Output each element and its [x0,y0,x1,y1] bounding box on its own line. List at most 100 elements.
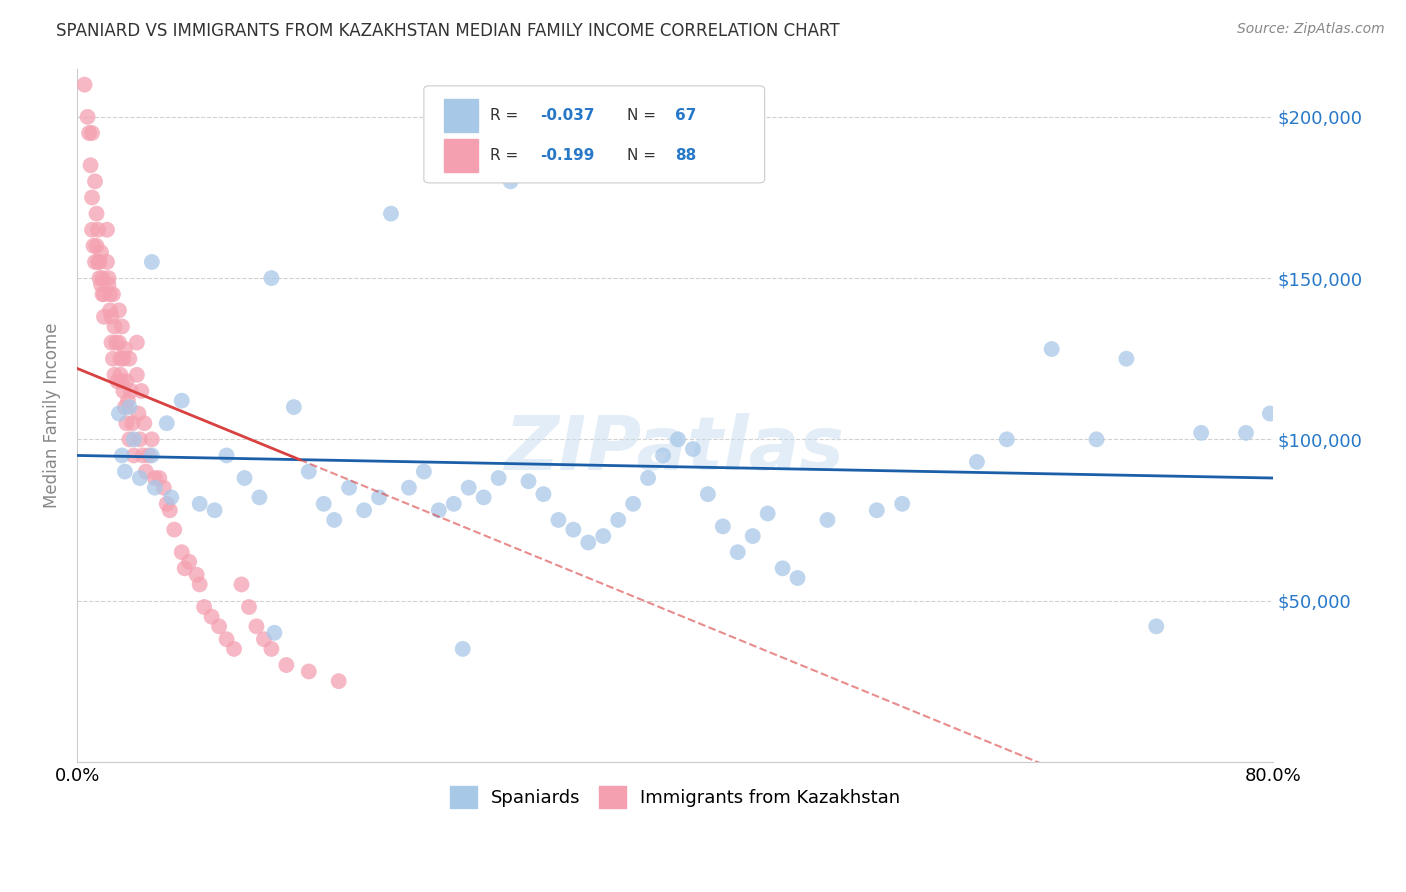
Point [98,287,121,301]
Point [201,609,224,624]
Point [143,481,166,495]
Point [741,529,763,543]
Point [89,271,111,285]
Point [533,487,555,501]
Point [245,619,267,633]
Point [91,271,114,285]
Point [111,319,134,334]
Point [231,577,253,591]
Point [135,465,157,479]
Point [79,158,101,172]
Point [621,497,644,511]
Point [238,599,260,614]
Point [127,407,149,421]
Y-axis label: Median Family Income: Median Family Income [44,322,60,508]
Point [1085,433,1108,447]
Point [188,497,211,511]
Point [443,497,465,511]
Text: N =: N = [627,148,661,162]
Point [115,416,138,430]
Point [93,287,115,301]
Point [141,255,163,269]
Point [204,503,226,517]
Point [312,497,335,511]
Text: 88: 88 [675,148,696,162]
Point [122,449,145,463]
Point [100,335,122,350]
Text: -0.037: -0.037 [540,108,595,123]
Point [103,319,125,334]
Legend: Spaniards, Immigrants from Kazakhstan: Spaniards, Immigrants from Kazakhstan [443,779,908,815]
Point [380,206,402,220]
Point [128,433,150,447]
Point [107,374,129,388]
Point [86,206,108,220]
Point [298,465,321,479]
Point [817,513,839,527]
Point [122,433,145,447]
Point [547,513,569,527]
Point [472,491,495,505]
Point [143,471,166,485]
Point [1040,342,1063,356]
Point [90,277,112,292]
Point [298,665,321,679]
Point [499,174,522,188]
Point [696,487,718,501]
Point [156,497,179,511]
Point [173,561,195,575]
Point [132,449,155,463]
Point [1189,425,1212,440]
Point [89,255,111,269]
Point [283,400,305,414]
Point [148,471,170,485]
Point [652,449,675,463]
Point [118,351,141,366]
Point [451,641,474,656]
Point [160,491,183,505]
Point [276,658,298,673]
Point [666,433,689,447]
Point [77,126,100,140]
Point [80,223,103,237]
Point [756,507,779,521]
Point [97,277,120,292]
Point [1234,425,1257,440]
Point [637,471,659,485]
Point [87,255,110,269]
Point [179,555,201,569]
Point [84,174,107,188]
Point [576,535,599,549]
Point [215,449,238,463]
Point [186,567,208,582]
Point [91,287,114,301]
Point [866,503,889,517]
Point [328,674,350,689]
Point [170,393,193,408]
Text: ZIPatlas: ZIPatlas [505,413,845,486]
Point [104,335,127,350]
Point [337,481,360,495]
Point [457,481,479,495]
Point [170,545,193,559]
Point [108,335,131,350]
Point [108,407,131,421]
Point [90,245,112,260]
Point [966,455,988,469]
Point [112,351,135,366]
Point [80,190,103,204]
Point [84,255,107,269]
Point [260,271,283,285]
Point [96,223,118,237]
Point [222,641,245,656]
Point [131,384,153,398]
Point [121,416,143,430]
Point [114,400,136,414]
Point [76,110,98,124]
Point [141,449,163,463]
Point [80,126,103,140]
Point [1258,407,1281,421]
Bar [444,138,478,172]
Bar [444,99,478,132]
Point [100,310,122,324]
